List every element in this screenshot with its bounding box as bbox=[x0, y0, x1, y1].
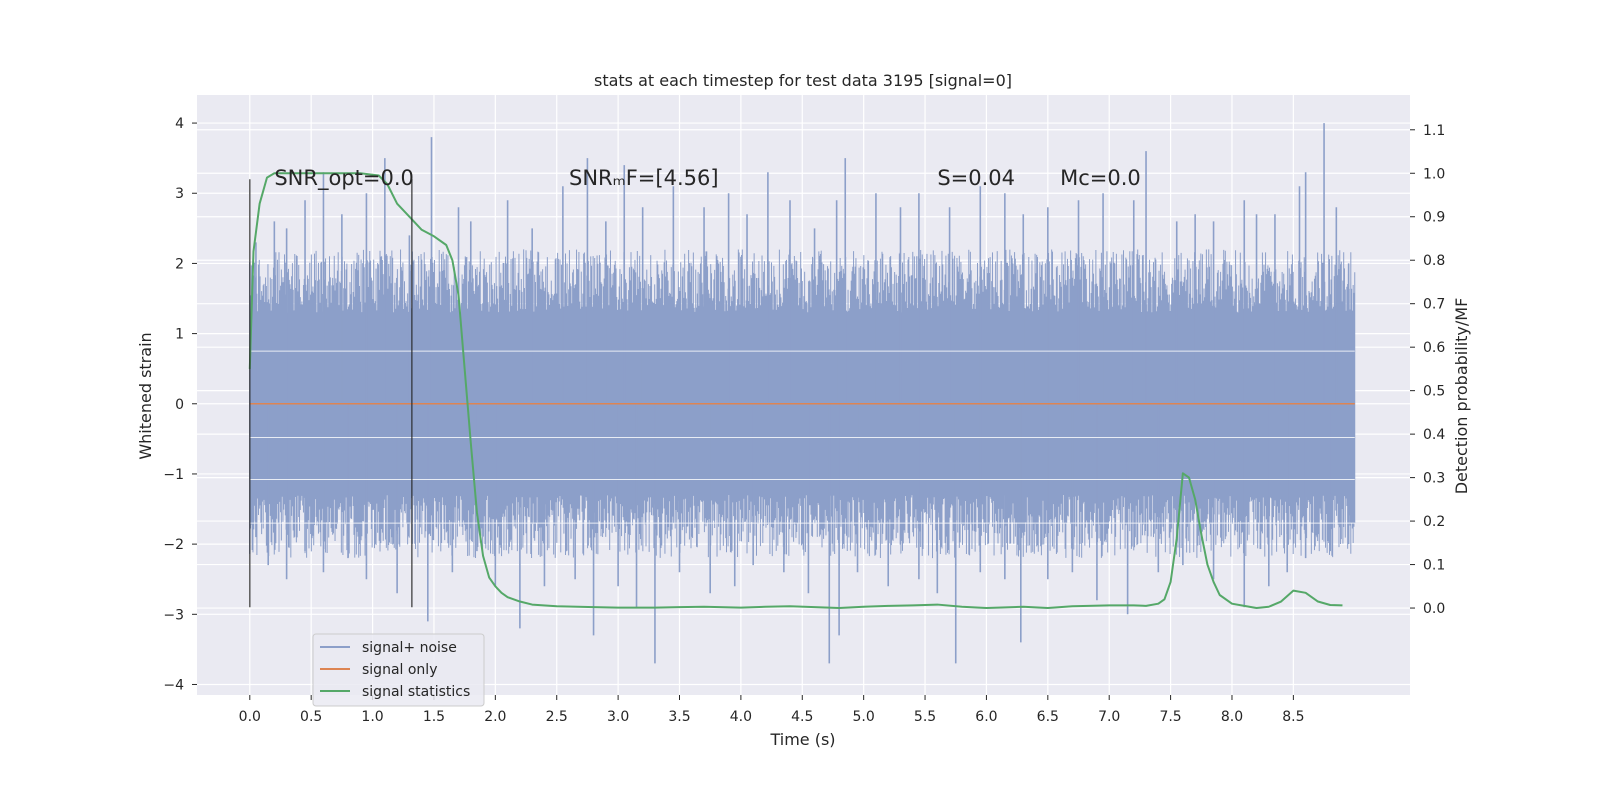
annotation-snr-mf: SNRₘF=[4.56] bbox=[569, 166, 719, 190]
x-tick-label: 4.0 bbox=[730, 709, 752, 725]
y-tick-label: 0 bbox=[175, 397, 184, 413]
x-tick-label: 1.0 bbox=[361, 709, 383, 725]
y-axis-label: Whitened strain bbox=[136, 332, 155, 459]
y-axis-right: 1.1 1.0 0.9 0.8 0.7 0.6 0.5 0.4 0.3 0.2 0.1 0.0 bbox=[1410, 123, 1445, 617]
annotation-snr-opt: SNR_opt=0.0 bbox=[274, 166, 414, 191]
legend-label-signal-only: signal only bbox=[362, 662, 437, 678]
y-tick-label: 1 bbox=[175, 327, 184, 343]
series-lines bbox=[248, 172, 1355, 610]
y2-tick-label: 0.9 bbox=[1423, 210, 1445, 226]
y-axis-left: 4 3 2 1 0 −1 −2 −3 −4 bbox=[163, 116, 197, 693]
y2-tick-label: 0.2 bbox=[1423, 514, 1445, 530]
y2-tick-label: 0.7 bbox=[1423, 297, 1445, 313]
x-tick-label: 0.5 bbox=[300, 709, 322, 725]
annotation-mc-value: Mᴄ=0.0 bbox=[1060, 166, 1141, 190]
x-tick-label: 5.5 bbox=[914, 709, 936, 725]
x-tick-label: 1.5 bbox=[423, 709, 445, 725]
x-axis: 0.0 0.5 1.0 1.5 2.0 2.5 3.0 3.5 4.0 4.5 5.0 5.5 6.0 6… bbox=[239, 695, 1304, 725]
x-tick-label: 0.0 bbox=[239, 709, 261, 725]
x-tick-label: 2.5 bbox=[546, 709, 568, 725]
y2-tick-label: 0.1 bbox=[1423, 558, 1445, 574]
x-tick-label: 6.5 bbox=[1037, 709, 1059, 725]
x-tick-label: 3.0 bbox=[607, 709, 629, 725]
x-tick-label: 6.0 bbox=[975, 709, 997, 725]
y2-tick-label: 0.4 bbox=[1423, 427, 1445, 443]
x-tick-label: 8.5 bbox=[1282, 709, 1304, 725]
x-tick-label: 8.0 bbox=[1221, 709, 1243, 725]
annotations: SNR_opt=0.0 SNRₘF=[4.56] S=0.04 Mᴄ=0.0 bbox=[274, 166, 1140, 191]
legend-box bbox=[312, 633, 485, 707]
x-axis-label: Time (s) bbox=[769, 730, 835, 749]
y-tick-label: 2 bbox=[175, 256, 184, 272]
legend-label-signal-noise: signal+ noise bbox=[362, 640, 457, 656]
y2-tick-label: 1.1 bbox=[1423, 123, 1445, 139]
y2-tick-label: 1.0 bbox=[1423, 166, 1445, 182]
event-markers bbox=[249, 179, 413, 608]
chart-title: stats at each timestep for test data 319… bbox=[594, 71, 1012, 90]
y2-tick-label: 0.6 bbox=[1423, 340, 1445, 356]
series-line-signal-statistics bbox=[248, 172, 1343, 610]
x-tick-label: 7.0 bbox=[1098, 709, 1120, 725]
y2-tick-label: 0.5 bbox=[1423, 384, 1445, 400]
y-tick-label: −2 bbox=[163, 537, 184, 553]
legend-label-signal-statistics: signal statistics bbox=[362, 684, 470, 700]
x-tick-label: 4.5 bbox=[791, 709, 813, 725]
legend: signal+ noise signal only signal statist… bbox=[312, 633, 485, 707]
x-tick-label: 5.0 bbox=[853, 709, 875, 725]
y2-axis-label: Detection probability/MF bbox=[1452, 298, 1471, 495]
y2-tick-label: 0.8 bbox=[1423, 253, 1445, 269]
y2-tick-label: 0.3 bbox=[1423, 471, 1445, 487]
x-tick-label: 2.0 bbox=[484, 709, 506, 725]
annotation-s-value: S=0.04 bbox=[937, 166, 1015, 190]
y-tick-label: 3 bbox=[175, 186, 184, 202]
y-tick-label: −1 bbox=[163, 467, 184, 483]
y-tick-label: −4 bbox=[163, 677, 184, 693]
x-tick-label: 7.5 bbox=[1159, 709, 1181, 725]
y-tick-label: 4 bbox=[175, 116, 184, 132]
y-tick-label: −3 bbox=[163, 607, 184, 623]
y2-tick-label: 0.0 bbox=[1423, 601, 1445, 617]
x-tick-label: 3.5 bbox=[668, 709, 690, 725]
